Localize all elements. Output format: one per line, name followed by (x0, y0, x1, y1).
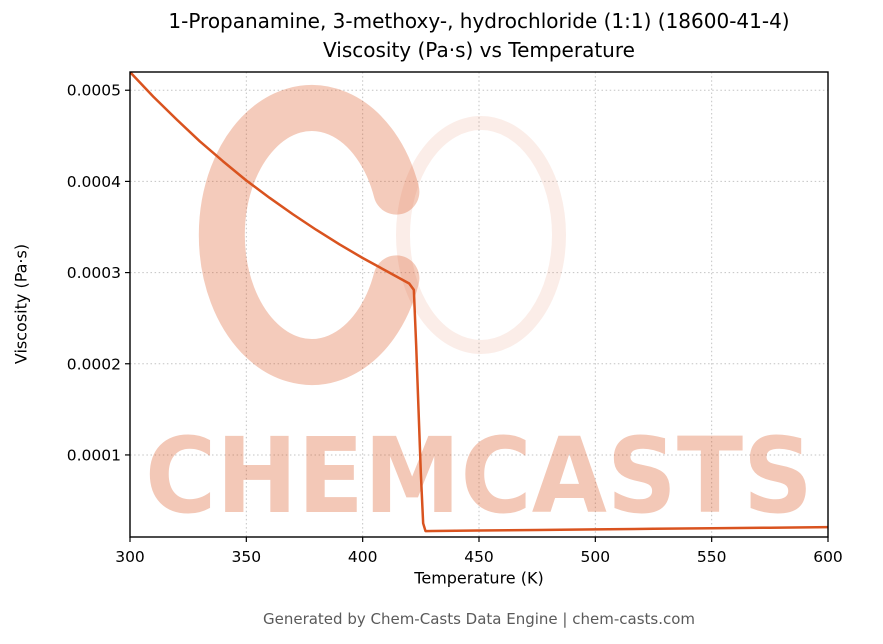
y-tick-label: 0.0005 (67, 82, 121, 100)
series-line (130, 72, 828, 533)
watermark: CHEMCASTS (145, 85, 813, 537)
y-tick-label: 0.0003 (67, 264, 121, 282)
chart-title-line1: 1-Propanamine, 3-methoxy-, hydrochloride… (168, 9, 790, 33)
tick-labels: 300 350 400 450 500 550 600 0.0001 0.0002 0.0003 0… (67, 82, 843, 566)
watermark-logo-c-icon (198, 85, 420, 385)
x-tick-label: 500 (581, 548, 611, 566)
x-axis-label: Temperature (K) (414, 568, 544, 588)
axis-ticks (125, 89, 829, 542)
watermark-logo-inner-icon (396, 116, 566, 354)
y-axis-label: Viscosity (Pa·s) (11, 243, 31, 365)
gridlines (129, 72, 829, 537)
x-tick-label: 300 (115, 548, 145, 566)
y-tick-label: 0.0004 (67, 173, 121, 191)
x-tick-label: 450 (464, 548, 494, 566)
x-tick-label: 350 (232, 548, 262, 566)
footer-credit: Generated by Chem-Casts Data Engine | ch… (262, 610, 696, 628)
x-tick-label: 400 (348, 548, 378, 566)
chart-title: 1-Propanamine, 3-methoxy-, hydrochloride… (168, 7, 789, 65)
watermark-text: CHEMCASTS (145, 415, 813, 537)
x-tick-label: 600 (813, 548, 843, 566)
chart-title-line2: Viscosity (Pa·s) vs Temperature (323, 38, 635, 62)
x-tick-label: 550 (697, 548, 727, 566)
plot-border (129, 71, 829, 538)
y-tick-label: 0.0001 (67, 446, 121, 464)
y-tick-label: 0.0002 (67, 355, 121, 373)
